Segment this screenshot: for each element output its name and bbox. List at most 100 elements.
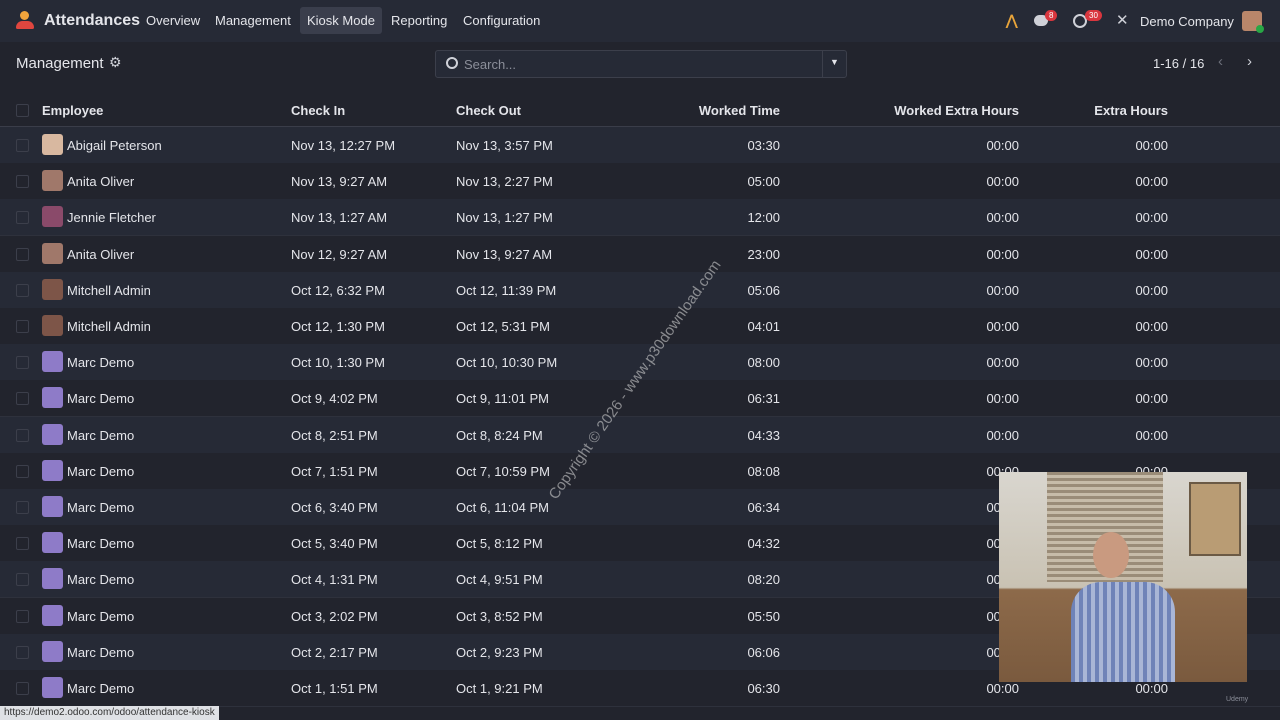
menu-item[interactable]: Configuration bbox=[463, 13, 541, 28]
employee-avatar bbox=[42, 242, 63, 264]
employee-avatar bbox=[42, 496, 63, 517]
search-placeholder: Search... bbox=[464, 57, 517, 72]
column-header[interactable]: Employee bbox=[42, 103, 104, 118]
row-checkbox[interactable] bbox=[16, 247, 29, 261]
cell-value: 00:00 bbox=[986, 427, 1019, 443]
cell-value: 00:00 bbox=[1135, 210, 1168, 226]
overlay-label: Udemy bbox=[1226, 696, 1249, 703]
employee-name: Mitchell Admin bbox=[67, 282, 151, 298]
cell-value: Oct 6, 11:04 PM bbox=[456, 500, 549, 515]
odoo-icon[interactable]: ⋀ bbox=[1006, 12, 1018, 28]
row-checkbox[interactable] bbox=[16, 645, 29, 659]
cell-value: 00:00 bbox=[1135, 319, 1168, 334]
row-checkbox[interactable] bbox=[16, 609, 29, 623]
debug-icon[interactable]: ✕ bbox=[1116, 12, 1129, 29]
cell-value: Oct 10, 1:30 PM bbox=[291, 355, 385, 371]
row-checkbox[interactable] bbox=[16, 464, 29, 478]
status-url: https://demo2.odoo.com/odoo/attendance-k… bbox=[0, 706, 219, 720]
cell-value: 00:00 bbox=[1135, 355, 1168, 371]
cell-value: Oct 4, 1:31 PM bbox=[291, 572, 378, 588]
search-dropdown[interactable]: ▼ bbox=[830, 57, 839, 67]
column-header[interactable]: Extra Hours bbox=[1094, 103, 1168, 118]
pager-next[interactable]: › bbox=[1247, 53, 1252, 70]
employee-name: Marc Demo bbox=[67, 427, 135, 443]
employee-avatar bbox=[42, 278, 63, 300]
employee-avatar bbox=[42, 134, 63, 155]
row-checkbox[interactable] bbox=[16, 356, 29, 370]
table-row[interactable]: Jennie Fletcher Nov 13, 1:27 AM Nov 13, 1:… bbox=[0, 199, 1280, 237]
menu-item[interactable]: Overview bbox=[146, 13, 201, 28]
cell-value: Oct 6, 3:40 PM bbox=[291, 500, 378, 515]
cell-value: Nov 13, 9:27 AM bbox=[456, 246, 553, 262]
menu-item[interactable]: Management bbox=[215, 13, 291, 28]
table-row[interactable]: Marc Demo Oct 8, 2:51 PM Oct 8, 8:24 PM 04:… bbox=[0, 416, 1280, 454]
cell-value: 00:00 bbox=[986, 174, 1019, 190]
employee-name: Marc Demo bbox=[67, 608, 135, 624]
menu-item[interactable]: Reporting bbox=[391, 13, 448, 28]
row-checkbox[interactable] bbox=[16, 392, 29, 406]
column-header[interactable]: Worked Extra Hours bbox=[894, 103, 1019, 118]
row-checkbox[interactable] bbox=[16, 283, 29, 297]
row-checkbox[interactable] bbox=[16, 537, 29, 551]
activity-icon[interactable] bbox=[1073, 14, 1087, 28]
employee-name: Marc Demo bbox=[67, 644, 135, 660]
employee-name: Abigail Peterson bbox=[67, 138, 162, 153]
table-row[interactable]: Mitchell Admin Oct 12, 6:32 PM Oct 12, 11:… bbox=[0, 271, 1280, 309]
employee-avatar bbox=[42, 677, 63, 698]
employee-avatar bbox=[42, 351, 63, 373]
cell-value: Oct 2, 9:23 PM bbox=[456, 644, 543, 660]
employee-avatar bbox=[42, 206, 63, 228]
user-avatar[interactable] bbox=[1242, 11, 1264, 33]
table-row[interactable]: Anita Oliver Nov 12, 9:27 AM Nov 13, 9:27 … bbox=[0, 235, 1280, 273]
row-checkbox[interactable] bbox=[16, 573, 29, 587]
table-row[interactable]: Marc Demo Oct 10, 1:30 PM Oct 10, 10:30 PM… bbox=[0, 344, 1280, 382]
cell-value: Nov 13, 9:27 AM bbox=[291, 174, 388, 190]
app-name[interactable]: Attendances bbox=[44, 12, 141, 29]
table-header: Employee Check In Check Out Worked Time Work… bbox=[0, 92, 1280, 127]
column-header[interactable]: Check Out bbox=[456, 103, 522, 118]
employee-name: Anita Oliver bbox=[67, 174, 135, 190]
cell-value: Oct 7, 1:51 PM bbox=[291, 463, 378, 479]
settings-gear[interactable]: ⚙ bbox=[109, 54, 122, 70]
employee-name: Mitchell Admin bbox=[67, 319, 151, 334]
cell-value: Oct 3, 2:02 PM bbox=[291, 608, 378, 624]
cell-value: Oct 12, 11:39 PM bbox=[456, 282, 557, 298]
employee-name: Marc Demo bbox=[67, 355, 135, 371]
table-row[interactable]: Anita Oliver Nov 13, 9:27 AM Nov 13, 2:27 … bbox=[0, 163, 1280, 201]
messages-icon[interactable] bbox=[1034, 15, 1048, 26]
cell-value: Nov 13, 1:27 AM bbox=[291, 210, 388, 226]
search-box[interactable]: Search... ▼ bbox=[435, 50, 847, 78]
app-icon[interactable] bbox=[16, 11, 34, 29]
pager-prev[interactable]: ‹ bbox=[1218, 53, 1223, 70]
cell-value: Nov 13, 2:27 PM bbox=[456, 174, 553, 190]
column-header[interactable]: Check In bbox=[291, 103, 346, 118]
table-row[interactable]: Mitchell Admin Oct 12, 1:30 PM Oct 12, 5:3… bbox=[0, 308, 1280, 345]
cell-value: Nov 13, 12:27 PM bbox=[291, 138, 396, 153]
cell-value: 00:00 bbox=[1135, 681, 1168, 696]
table-row[interactable]: Marc Demo Oct 1, 1:51 PM Oct 1, 9:21 PM 06:… bbox=[0, 670, 1280, 707]
cell-value: 00:00 bbox=[986, 391, 1019, 407]
row-checkbox[interactable] bbox=[16, 428, 29, 442]
cell-value: 04:01 bbox=[747, 319, 780, 334]
cell-value: Nov 12, 9:27 AM bbox=[291, 246, 388, 262]
pager: 1-16 / 16 bbox=[1153, 56, 1205, 71]
row-checkbox[interactable] bbox=[16, 139, 29, 152]
row-checkbox[interactable] bbox=[16, 320, 29, 333]
row-checkbox[interactable] bbox=[16, 175, 29, 189]
employee-name: Marc Demo bbox=[67, 500, 135, 515]
cell-value: Oct 1, 1:51 PM bbox=[291, 681, 378, 696]
menu-item[interactable]: Kiosk Mode bbox=[300, 7, 382, 34]
row-checkbox[interactable] bbox=[16, 211, 29, 225]
cell-value: 00:00 bbox=[986, 246, 1019, 262]
row-checkbox[interactable] bbox=[16, 682, 29, 695]
employee-name: Marc Demo bbox=[67, 391, 135, 407]
row-checkbox[interactable] bbox=[16, 501, 29, 514]
column-header[interactable]: Worked Time bbox=[698, 103, 780, 118]
employee-name: Marc Demo bbox=[67, 463, 135, 479]
select-all-checkbox[interactable] bbox=[16, 104, 29, 117]
cell-value: Oct 12, 5:31 PM bbox=[456, 319, 550, 334]
company-name[interactable]: Demo Company bbox=[1140, 14, 1234, 29]
cell-value: Oct 9, 11:01 PM bbox=[456, 391, 549, 407]
cell-value: 08:00 bbox=[747, 355, 780, 371]
table-row[interactable]: Abigail Peterson Nov 13, 12:27 PM Nov 13, … bbox=[0, 127, 1280, 164]
